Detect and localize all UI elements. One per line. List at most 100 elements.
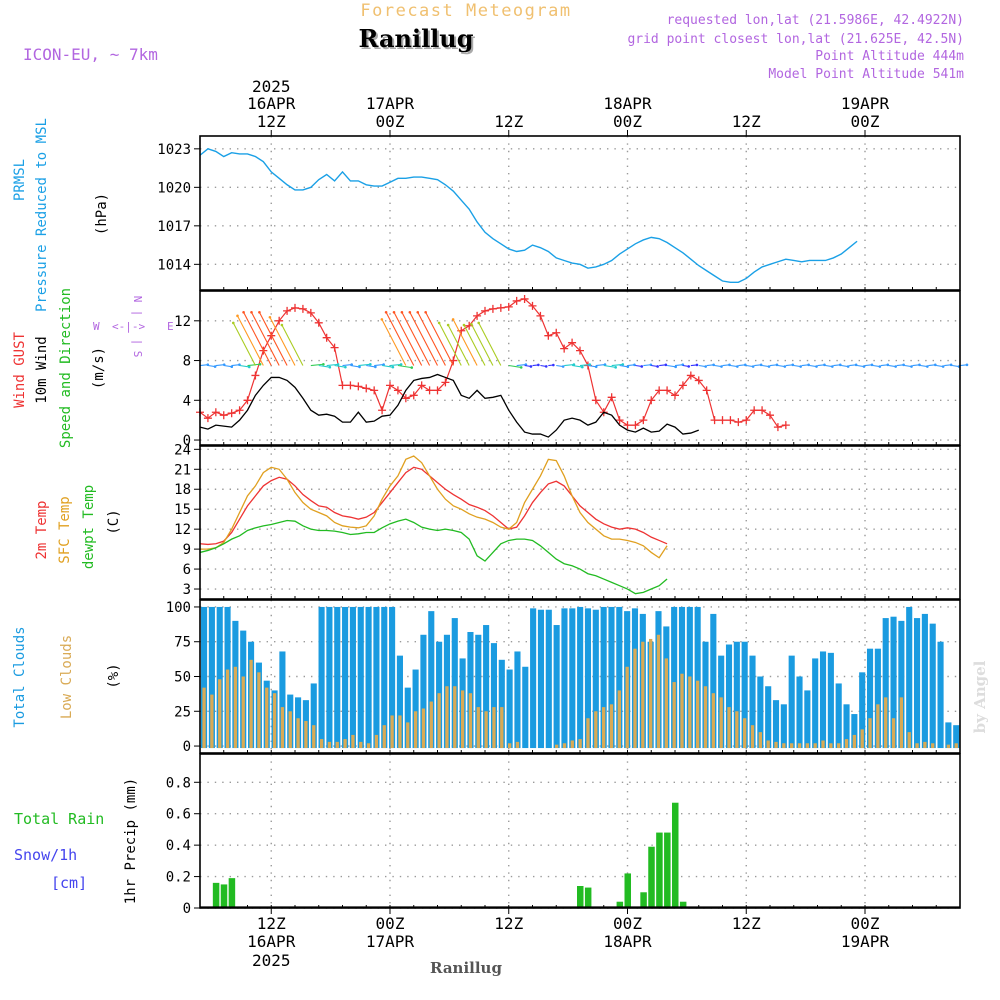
total-cloud-bar — [451, 618, 458, 749]
wind-direction-arrow — [409, 312, 438, 366]
total-cloud-bar — [616, 606, 623, 749]
rain-bar — [624, 873, 631, 908]
total-cloud-bar — [827, 652, 834, 749]
gust-marker — [726, 416, 735, 425]
total-cloud-bar — [577, 606, 584, 749]
grid-point-location: grid point closest lon,lat (21.625E, 42.… — [627, 32, 964, 47]
wind-arrow-head — [230, 365, 234, 369]
bottom-hour-label: 12Z — [732, 914, 761, 933]
bottom-hour-label: 00Z — [613, 914, 642, 933]
wind-arrow-head — [743, 363, 747, 367]
wind-direction-arrow — [269, 316, 296, 366]
wind-10m-label: 10m Wind — [34, 336, 50, 403]
pressure-msl-label: Pressure Reduced to MSL — [34, 118, 50, 312]
low-cloud-bar — [750, 725, 755, 749]
low-cloud-bar — [382, 725, 386, 749]
total-cloud-bar — [428, 611, 435, 749]
gust-marker — [520, 294, 529, 303]
wind-arrow-head — [759, 363, 763, 367]
low-cloud-bar — [860, 729, 864, 749]
y-tick-label: 75 — [174, 635, 191, 651]
wind-arrow-head — [626, 365, 630, 369]
gust-marker — [702, 386, 711, 395]
total-cloud-bar — [357, 606, 364, 749]
total-cloud-bar — [514, 651, 521, 749]
wind-arrow-head — [870, 363, 874, 367]
top-hour-label: 12Z — [257, 112, 286, 131]
low-cloud-bar — [390, 715, 394, 749]
low-cloud-bar — [680, 673, 684, 749]
panel-frame — [199, 290, 961, 446]
low-cloud-bar — [304, 721, 308, 749]
low-cloud-bar — [656, 634, 661, 749]
wind-speed-line — [199, 373, 699, 438]
y-tick-label: 50 — [174, 670, 191, 686]
rain-bar — [664, 832, 671, 908]
gust-marker — [409, 391, 418, 400]
y-tick-label: 25 — [174, 704, 191, 720]
low-cloud-bar — [790, 743, 794, 749]
gust-marker — [552, 328, 561, 337]
wind-direction-arrow — [425, 312, 454, 366]
panel-frame — [199, 135, 961, 291]
wind-arrow-head — [358, 365, 361, 369]
low-cloud-bar — [876, 704, 880, 749]
gust-marker — [393, 386, 402, 395]
total-cloud-bar — [882, 618, 889, 749]
low-cloud-bar — [359, 741, 363, 749]
wind-arrow-head — [941, 365, 945, 368]
wind-direction-arrow — [334, 364, 346, 368]
wind-arrow-head — [594, 365, 598, 369]
wind-direction-arrow — [619, 364, 628, 368]
low-cloud-bar — [711, 693, 715, 749]
wind-arrow-head — [854, 363, 858, 367]
wind-direction-arrow — [247, 363, 261, 367]
wind-direction-arrow — [232, 322, 256, 366]
low-cloud-bar — [445, 686, 449, 749]
gust-marker — [591, 396, 600, 405]
y-tick-label: 6 — [183, 562, 191, 578]
total-cloud-bar — [851, 714, 858, 749]
wind-arrow-head — [949, 363, 953, 367]
requested-location: requested lon,lat (21.5986E, 42.4922N) — [667, 13, 964, 28]
total-cloud-bar — [929, 623, 936, 749]
low-clouds-label: Low Clouds — [59, 635, 75, 719]
wind-arrow-head — [250, 310, 253, 314]
gust-marker — [417, 381, 426, 390]
wind-arrow-head — [862, 365, 866, 368]
top-date-label: 17APR — [366, 94, 415, 113]
rain-bar — [672, 802, 679, 908]
wind-direction-label: Speed and Direction — [58, 288, 74, 448]
low-cloud-bar — [413, 711, 418, 749]
wind-arrow-head — [831, 365, 834, 368]
y-tick-label: 0.6 — [166, 807, 191, 823]
gust-marker — [219, 411, 228, 420]
wind-direction-arrow — [385, 312, 415, 366]
gust-marker — [314, 318, 323, 327]
gust-marker — [211, 408, 220, 417]
wind-arrow-head — [410, 366, 414, 369]
wind-arrow-head — [380, 318, 384, 321]
total-cloud-bar — [710, 613, 717, 749]
snow-label: Snow/1h — [14, 846, 77, 864]
low-cloud-bar — [899, 697, 904, 749]
wind-arrow-head — [674, 365, 677, 369]
low-cloud-bar — [954, 743, 958, 749]
wind-direction-arrow — [350, 364, 360, 368]
gust-marker — [306, 308, 315, 317]
total-cloud-bar — [412, 669, 419, 749]
header: Forecast Meteogram Ranillug Ranillug ICO… — [23, 1, 989, 977]
gust-marker — [694, 376, 703, 385]
total-rain-label: Total Rain — [14, 810, 104, 828]
low-cloud-bar — [257, 672, 261, 749]
wind-direction-arrow — [572, 364, 583, 368]
total-cloud-bar — [490, 643, 498, 749]
low-cloud-bar — [821, 740, 825, 749]
low-cloud-bar — [210, 694, 214, 749]
gust-marker — [243, 396, 252, 405]
gust-marker — [251, 371, 260, 380]
gust-marker — [291, 303, 299, 312]
wind-arrow-head — [477, 321, 481, 325]
low-cloud-bar — [601, 707, 606, 749]
